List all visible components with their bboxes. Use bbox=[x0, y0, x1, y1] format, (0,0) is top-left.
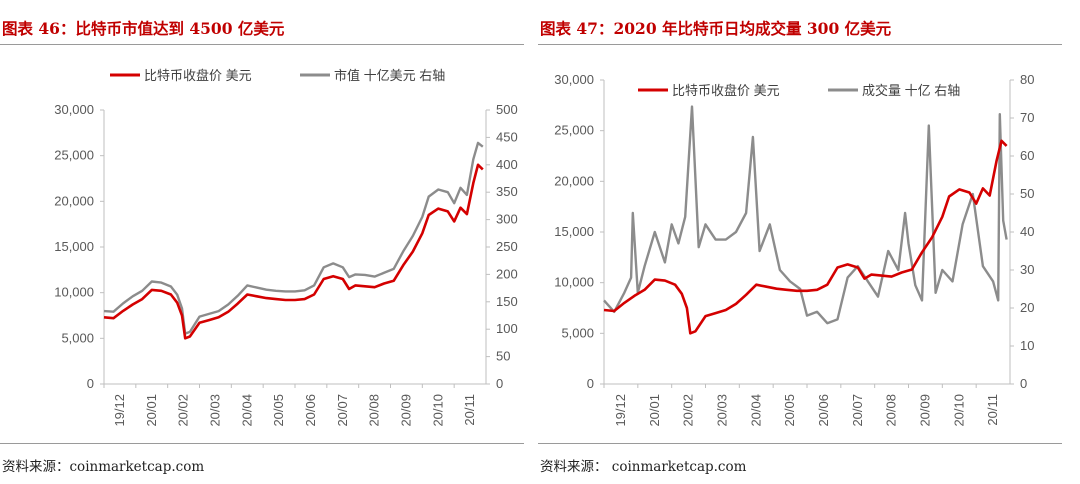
y-right-tick-label: 50 bbox=[496, 349, 510, 364]
x-tick-label: 20/09 bbox=[917, 394, 932, 427]
y-right-tick-label: 200 bbox=[496, 266, 518, 281]
price-line bbox=[103, 163, 484, 340]
x-tick-label: 20/10 bbox=[951, 394, 966, 427]
y-right-tick-label: 30 bbox=[1020, 262, 1034, 277]
y-right-tick-label: 60 bbox=[1020, 148, 1034, 163]
x-tick-label: 20/08 bbox=[884, 394, 899, 427]
y-right-tick-label: 100 bbox=[496, 321, 518, 336]
x-tick-label: 20/01 bbox=[144, 394, 159, 427]
y-left-tick-label: 20,000 bbox=[554, 173, 594, 188]
y-right-tick-label: 350 bbox=[496, 184, 518, 199]
x-tick-label: 20/03 bbox=[714, 394, 729, 427]
source-note: 资料来源： coinmarketcap.com bbox=[540, 459, 747, 475]
title-divider bbox=[538, 44, 1062, 45]
y-right-tick-label: 80 bbox=[1020, 72, 1034, 87]
footer-divider bbox=[538, 443, 1062, 444]
legend-label-price: 比特币收盘价 美元 bbox=[672, 83, 780, 98]
title-divider bbox=[0, 44, 524, 45]
y-right-tick-label: 40 bbox=[1020, 224, 1034, 239]
x-tick-label: 20/01 bbox=[647, 394, 662, 427]
y-left-tick-label: 15,000 bbox=[554, 224, 594, 239]
x-tick-label: 20/02 bbox=[681, 394, 696, 427]
y-left-tick-label: 10,000 bbox=[54, 285, 94, 300]
x-tick-label: 20/04 bbox=[748, 394, 763, 427]
y-right-tick-label: 20 bbox=[1020, 300, 1034, 315]
price-line bbox=[603, 139, 1008, 335]
y-right-tick-label: 0 bbox=[1020, 376, 1027, 391]
footer-divider bbox=[0, 443, 524, 444]
x-tick-label: 20/06 bbox=[303, 394, 318, 427]
legend-label-secondary: 成交量 十亿 右轴 bbox=[862, 83, 960, 98]
secondary-line bbox=[603, 105, 1008, 325]
y-right-tick-label: 0 bbox=[496, 376, 503, 391]
y-left-tick-label: 25,000 bbox=[554, 123, 594, 138]
chart-46: 0 5,000 10,000 15,000 20,000 25,000 30,000 0 50 1… bbox=[54, 68, 518, 427]
y-left-tick-label: 5,000 bbox=[561, 325, 594, 340]
y-left-tick-label: 0 bbox=[587, 376, 594, 391]
x-tick-label: 20/09 bbox=[398, 394, 413, 427]
y-left-tick-label: 25,000 bbox=[54, 148, 94, 163]
y-left-tick-label: 0 bbox=[87, 376, 94, 391]
figure-title: 图表 46：比特币市值达到 4500 亿美元 bbox=[2, 19, 285, 38]
figure-46: 图表 46：比特币市值达到 4500 亿美元 0 5,000 10,000 15,00… bbox=[0, 0, 530, 484]
y-right-tick-label: 400 bbox=[496, 157, 518, 172]
y-right-tick-label: 450 bbox=[496, 129, 518, 144]
x-tick-label: 20/11 bbox=[462, 394, 477, 426]
y-left-tick-label: 10,000 bbox=[554, 275, 594, 290]
figure-title: 图表 47：2020 年比特币日均成交量 300 亿美元 bbox=[540, 19, 892, 38]
y-right-tick-label: 10 bbox=[1020, 338, 1034, 353]
x-tick-label: 20/05 bbox=[271, 394, 286, 427]
x-tick-label: 20/10 bbox=[430, 394, 445, 427]
x-tick-label: 20/05 bbox=[782, 394, 797, 427]
secondary-line bbox=[103, 141, 484, 335]
x-tick-label: 20/08 bbox=[367, 394, 382, 427]
chart-47: 0 5,000 10,000 15,000 20,000 25,000 30,000 0 10 2… bbox=[554, 72, 1034, 427]
source-note: 资料来源：coinmarketcap.com bbox=[2, 459, 205, 475]
y-right-tick-label: 250 bbox=[496, 239, 518, 254]
x-tick-label: 19/12 bbox=[613, 394, 628, 427]
x-tick-label: 20/07 bbox=[850, 394, 865, 427]
legend-label-secondary: 市值 十亿美元 右轴 bbox=[334, 68, 445, 83]
y-left-tick-label: 15,000 bbox=[54, 239, 94, 254]
y-right-tick-label: 500 bbox=[496, 102, 518, 117]
x-tick-label: 20/07 bbox=[335, 394, 350, 427]
y-left-tick-label: 5,000 bbox=[61, 330, 94, 345]
y-left-tick-label: 20,000 bbox=[54, 193, 94, 208]
x-tick-label: 20/02 bbox=[176, 394, 191, 427]
x-tick-label: 20/03 bbox=[207, 394, 222, 427]
y-right-tick-label: 50 bbox=[1020, 186, 1034, 201]
x-tick-label: 19/12 bbox=[112, 394, 127, 427]
y-left-tick-label: 30,000 bbox=[554, 72, 594, 87]
y-right-tick-label: 150 bbox=[496, 294, 518, 309]
legend-label-price: 比特币收盘价 美元 bbox=[144, 68, 252, 83]
x-tick-label: 20/11 bbox=[985, 394, 1000, 426]
x-tick-label: 20/04 bbox=[239, 394, 254, 427]
figure-47: 图表 47：2020 年比特币日均成交量 300 亿美元 0 5,000 10,00… bbox=[538, 0, 1068, 484]
x-tick-label: 20/06 bbox=[816, 394, 831, 427]
y-right-tick-label: 300 bbox=[496, 212, 518, 227]
y-right-tick-label: 70 bbox=[1020, 110, 1034, 125]
y-left-tick-label: 30,000 bbox=[54, 102, 94, 117]
